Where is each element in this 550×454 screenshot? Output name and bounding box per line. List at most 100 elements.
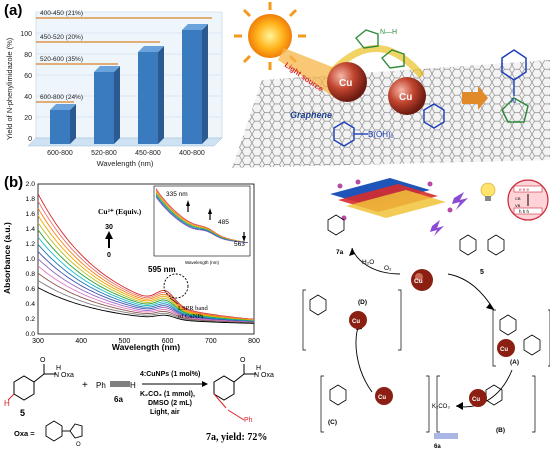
svg-text:30: 30 bbox=[105, 224, 113, 231]
spectrum-curve bbox=[37, 258, 255, 323]
y-tick: 1.4 bbox=[26, 226, 36, 233]
inset-curve bbox=[155, 197, 249, 243]
svg-text:5: 5 bbox=[480, 269, 484, 276]
spectrum-curve bbox=[37, 200, 255, 321]
annotation-400-450: 400-450 (21%) bbox=[40, 10, 83, 17]
x-category: 450-800 bbox=[135, 150, 161, 157]
cu-nanoparticle-2 bbox=[388, 77, 426, 115]
n-phenylimidazole-product: N bbox=[501, 49, 529, 123]
svg-text:O: O bbox=[240, 357, 246, 364]
svg-text:h h h: h h h bbox=[519, 209, 530, 214]
spectrum-curve bbox=[37, 265, 255, 323]
uv-vis-spectra-chart: 0.00.20.40.60.81.01.21.41.61.82.0 300 400… bbox=[2, 181, 260, 352]
svg-text:LSPR band: LSPR band bbox=[178, 305, 209, 312]
bar-450-800 bbox=[138, 46, 164, 144]
annotation-520-600: 520-600 (35%) bbox=[40, 56, 83, 63]
y-tick: 80 bbox=[24, 52, 32, 59]
svg-text:Ph: Ph bbox=[96, 381, 106, 390]
x-tick: 500 bbox=[119, 338, 131, 345]
svg-text:+: + bbox=[82, 380, 88, 391]
y-axis-label: Yield of N-phenylimidazole (%) bbox=[5, 37, 14, 140]
reagent-6a-label: 6a bbox=[114, 395, 123, 404]
spectrum-curve bbox=[37, 207, 255, 321]
svg-text:H: H bbox=[56, 365, 61, 372]
x-axis-label: Wavelength (nm) bbox=[112, 342, 180, 352]
svg-text:485: 485 bbox=[218, 219, 229, 226]
y-tick: 0 bbox=[28, 136, 32, 143]
y-tick: 1.8 bbox=[26, 196, 36, 203]
boronic-acid-label: B(OH)₂ bbox=[368, 130, 394, 139]
cu-nanoparticle-1 bbox=[327, 62, 367, 102]
svg-text:O₂: O₂ bbox=[384, 265, 392, 272]
y-tick: 40 bbox=[24, 94, 32, 101]
svg-text:e e e: e e e bbox=[519, 187, 530, 192]
svg-text:7a: 7a bbox=[336, 249, 344, 256]
svg-text:Light, air: Light, air bbox=[150, 409, 180, 416]
y-tick: 1.6 bbox=[26, 211, 36, 218]
x-category: 400-800 bbox=[179, 150, 205, 157]
svg-text:H₂O: H₂O bbox=[362, 259, 374, 266]
peak-label: 595 nm bbox=[148, 265, 176, 274]
spectrum-curve bbox=[37, 222, 255, 321]
x-tick: 600 bbox=[162, 338, 174, 345]
y-axis-label: Absorbance (a.u.) bbox=[2, 222, 12, 294]
x-tick: 300 bbox=[32, 338, 44, 345]
svg-text:Cu: Cu bbox=[472, 397, 480, 403]
band-diagram-icon: e e e CB VB h h h bbox=[507, 179, 549, 221]
y-tick: 0.4 bbox=[26, 301, 36, 308]
cu-catalyst-center: Cu bbox=[411, 269, 433, 291]
reaction-scheme: H O H N Oxa 5 + Ph H 6a 4:CuNPs (1 mol%)… bbox=[4, 357, 274, 448]
svg-text:K₂CO₃: K₂CO₃ bbox=[432, 404, 450, 410]
svg-text:6a: 6a bbox=[434, 444, 441, 450]
wavelength-yield-bar-chart: 0 20 40 60 80 100 Yield of N-phenylimida… bbox=[5, 10, 223, 168]
lightning-icon bbox=[452, 192, 468, 210]
svg-text:O: O bbox=[76, 442, 81, 448]
spectrum-curve bbox=[37, 236, 255, 322]
spectrum-curve bbox=[37, 287, 255, 324]
svg-text:DMSO (2 mL): DMSO (2 mL) bbox=[148, 400, 192, 407]
svg-text:of CuNPs: of CuNPs bbox=[178, 313, 204, 320]
bar-400-800 bbox=[182, 24, 208, 144]
y-tick: 1.2 bbox=[26, 241, 36, 248]
svg-text:O: O bbox=[40, 357, 46, 364]
spectrum-curve bbox=[37, 229, 255, 322]
svg-text:Oxa: Oxa bbox=[261, 372, 274, 379]
svg-text:(B): (B) bbox=[496, 427, 505, 434]
svg-text:(C): (C) bbox=[328, 419, 337, 426]
catalytic-cycle: e e e CB VB h h h Cu H₂O O₂ 5 7a K₂CO₃ 6… bbox=[302, 178, 550, 450]
svg-text:Cu: Cu bbox=[414, 278, 423, 285]
svg-text:H: H bbox=[4, 399, 10, 408]
svg-text:Oxa: Oxa bbox=[61, 372, 74, 379]
catalyst-structure-icon bbox=[330, 178, 453, 221]
annotation-450-520: 450-520 (20%) bbox=[40, 34, 83, 41]
x-category: 600-800 bbox=[47, 150, 73, 157]
y-tick: 0.8 bbox=[26, 271, 36, 278]
graphene-label: Graphene bbox=[290, 110, 332, 120]
svg-text:Cu: Cu bbox=[352, 319, 360, 325]
y-tick: 0.2 bbox=[26, 316, 36, 323]
svg-text:K₂CO₃ (1 mmol),: K₂CO₃ (1 mmol), bbox=[140, 391, 195, 398]
svg-text:CB: CB bbox=[515, 196, 521, 201]
compound-5-label: 5 bbox=[20, 408, 25, 418]
legend-title: Cu²⁺ (Equiv.) bbox=[98, 207, 142, 216]
svg-text:0: 0 bbox=[107, 252, 111, 259]
cu-label: Cu bbox=[399, 92, 412, 103]
annotation-600-800: 600-800 (24%) bbox=[40, 94, 83, 101]
y-tick: 0.6 bbox=[26, 286, 36, 293]
photocatalysis-scheme: Light source Cu Cu Graphene N—H B(OH)₂ N bbox=[232, 2, 550, 168]
spectrum-curve bbox=[37, 215, 255, 321]
svg-text:Oxa =: Oxa = bbox=[14, 429, 35, 438]
spectrum-curve bbox=[37, 272, 255, 324]
lightning-icon bbox=[430, 220, 444, 236]
spectrum-curve bbox=[37, 193, 255, 320]
svg-text:N: N bbox=[511, 98, 516, 105]
spectrum-curve bbox=[37, 251, 255, 323]
phenylboronic-acid bbox=[333, 121, 368, 147]
svg-text:Cu: Cu bbox=[500, 347, 508, 353]
x-category: 520-800 bbox=[91, 150, 117, 157]
svg-text:VB: VB bbox=[515, 203, 521, 208]
svg-text:N: N bbox=[54, 372, 59, 379]
lspr-circle bbox=[163, 273, 189, 299]
svg-text:335 nm: 335 nm bbox=[166, 191, 188, 198]
inset-chart: 335 nm 485 563 Wavelength (nm) bbox=[153, 185, 251, 265]
